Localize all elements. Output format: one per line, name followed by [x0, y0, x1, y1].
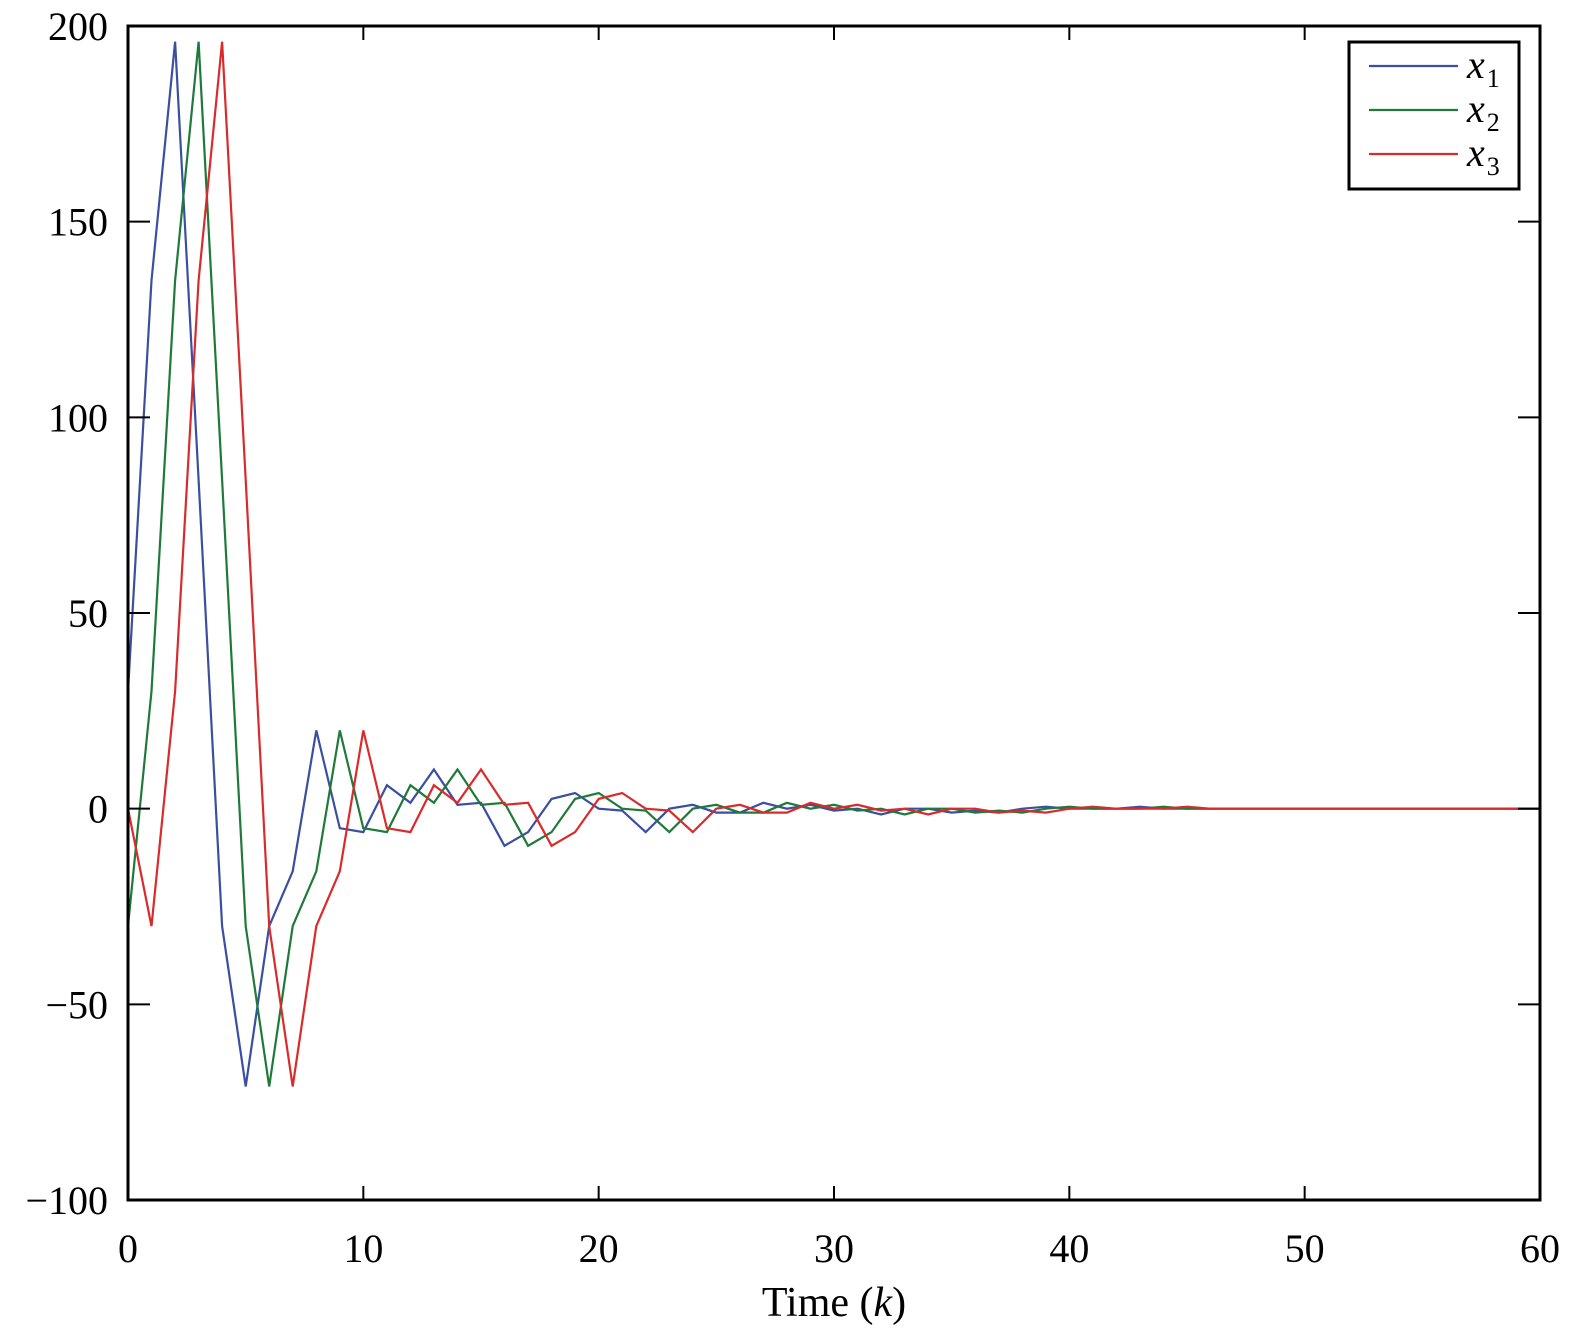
y-tick-label: 100	[48, 395, 108, 440]
x-axis-title-var: k	[874, 1280, 894, 1326]
x-tick-label: 10	[343, 1226, 383, 1271]
legend-label-x2: x2	[1466, 86, 1500, 137]
y-tick-label: 200	[48, 4, 108, 49]
x-tick-label: 60	[1520, 1226, 1560, 1271]
y-tick-label: −100	[25, 1178, 108, 1223]
x-tick-label: 20	[579, 1226, 619, 1271]
x-tick-label: 30	[814, 1226, 854, 1271]
y-tick-label: 150	[48, 200, 108, 245]
axis-ticks	[127, 25, 1541, 1201]
y-tick-label: 0	[88, 787, 108, 832]
y-tick-label: 50	[68, 591, 108, 636]
legend-label-x1: x1	[1466, 42, 1500, 93]
series-layer	[126, 41, 1540, 1087]
x-tick-label: 40	[1049, 1226, 1089, 1271]
plot-frame	[126, 24, 1542, 1202]
x-tick-label: 0	[118, 1226, 138, 1271]
x-axis-title-text: Time (	[762, 1280, 874, 1326]
series-line-x1	[126, 41, 1540, 1087]
series-line-x2	[126, 41, 1540, 1087]
x-tick-label: 50	[1285, 1226, 1325, 1271]
y-tick-label: −50	[45, 982, 108, 1027]
x-axis-title: Time (k)	[762, 1280, 906, 1326]
legend-label-x3: x3	[1466, 130, 1500, 181]
y-tick-labels: −100 −50 0 50 100 150 200	[25, 4, 108, 1223]
x-axis-title-close: )	[892, 1280, 906, 1326]
series-line-x3	[126, 41, 1540, 1087]
x-tick-labels: 0 10 20 30 40 50 60	[118, 1226, 1560, 1271]
